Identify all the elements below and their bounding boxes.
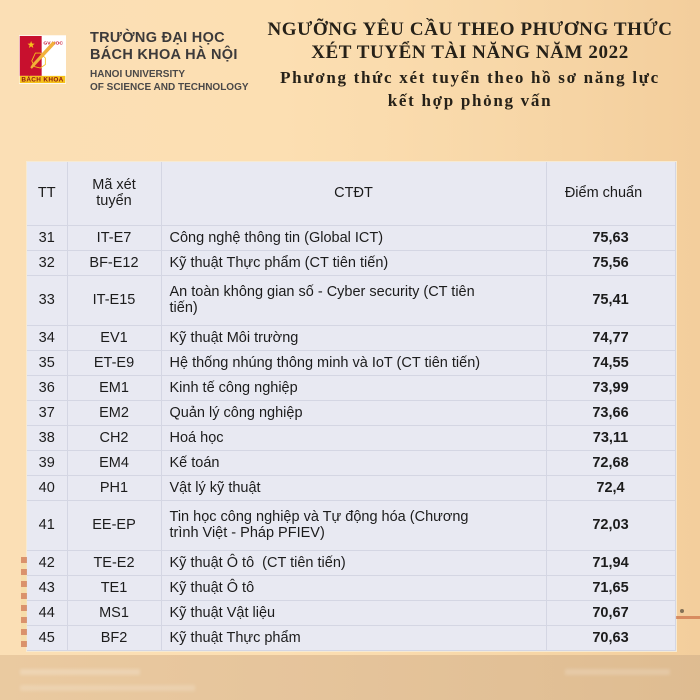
svg-text:BÁCH KHOA: BÁCH KHOA bbox=[21, 75, 63, 84]
